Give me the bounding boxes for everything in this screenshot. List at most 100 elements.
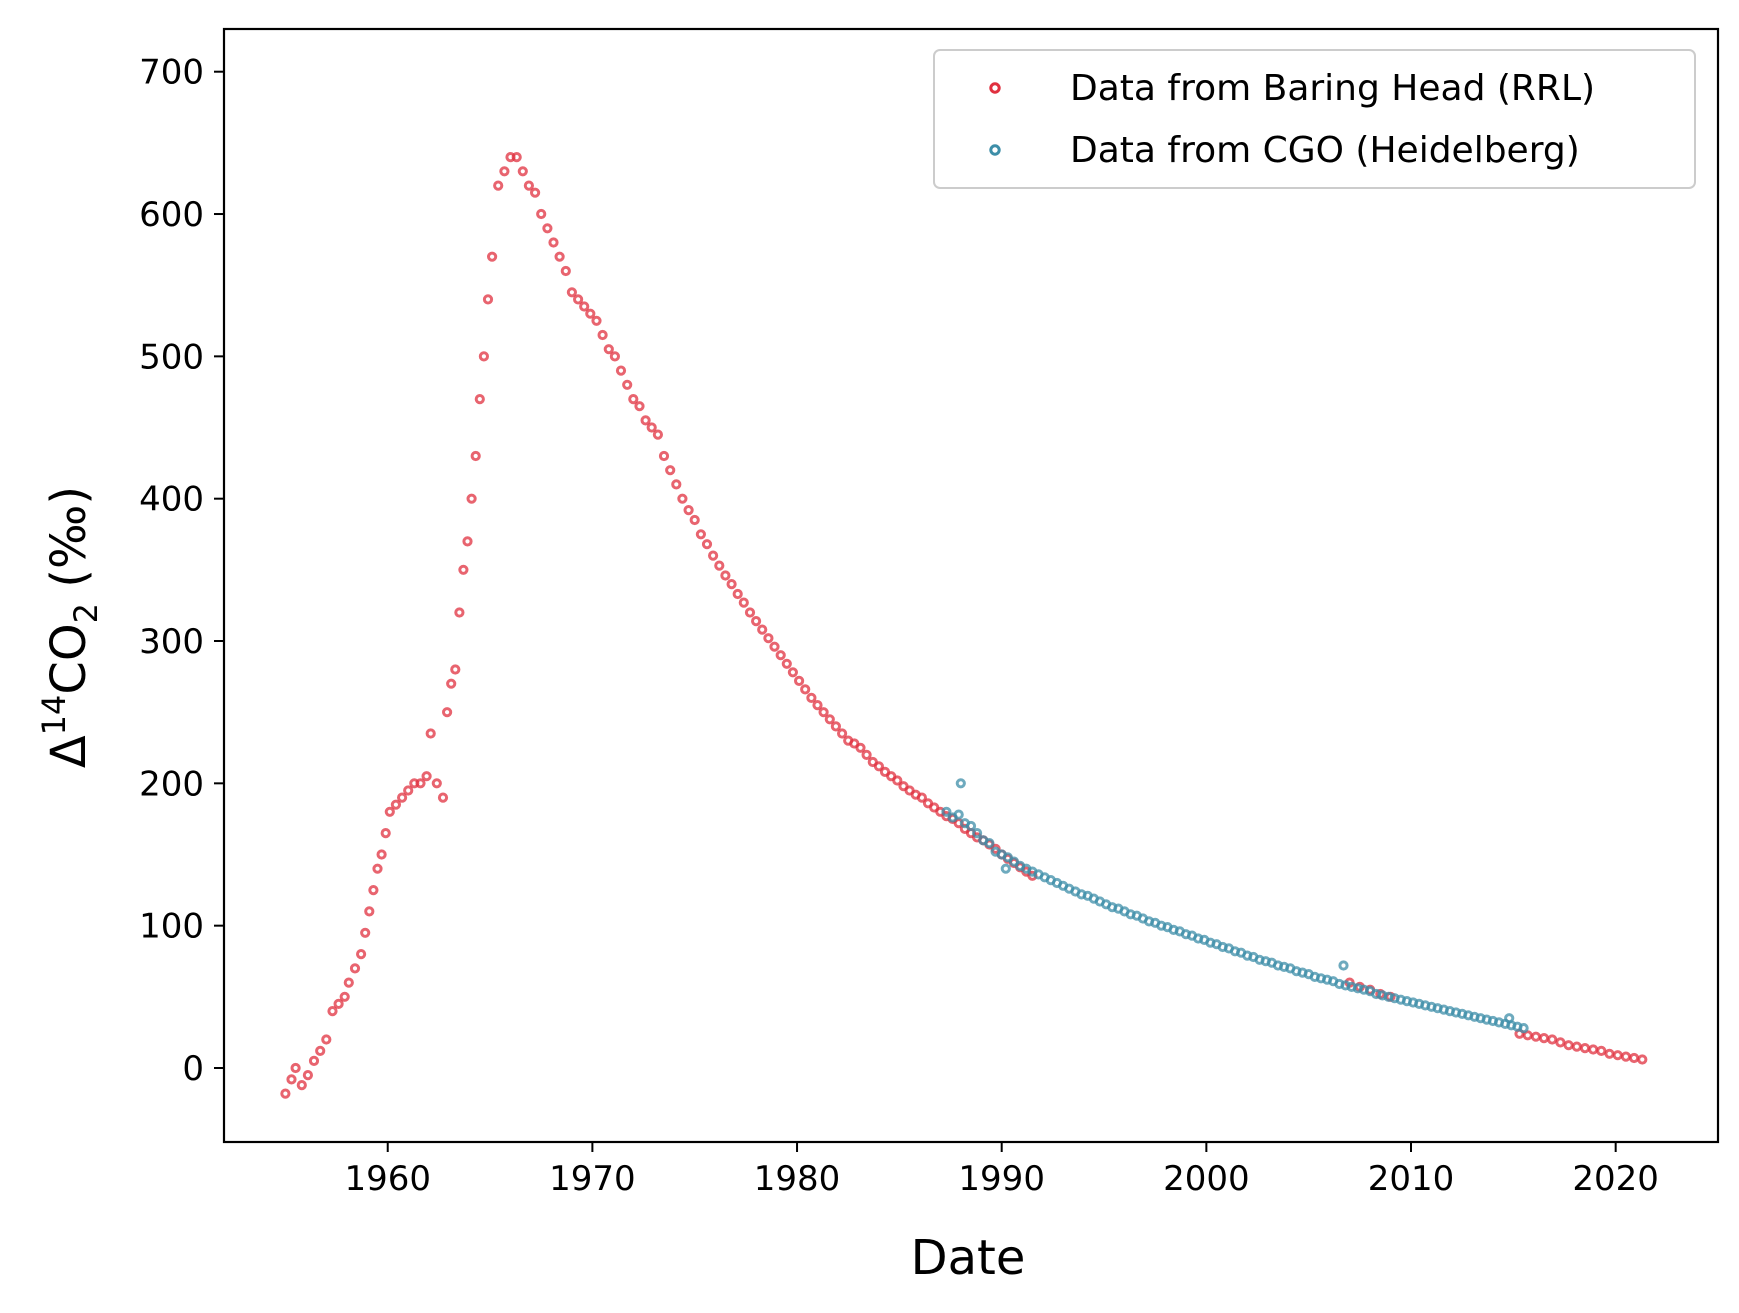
data-point [640, 415, 651, 426]
data-point [315, 1045, 326, 1057]
data-point [442, 707, 453, 718]
data-point [714, 560, 725, 571]
data-point [1538, 1033, 1550, 1044]
y-tick-label: 100 [139, 907, 204, 947]
x-tick-label: 2020 [1572, 1159, 1659, 1199]
data-point [726, 579, 737, 590]
x-tick-label: 1970 [549, 1159, 636, 1199]
data-point [775, 650, 786, 661]
data-point [597, 329, 608, 341]
data-point [953, 809, 964, 820]
data-point [873, 761, 885, 772]
legend-box [933, 49, 1696, 189]
data-point [965, 820, 977, 832]
data-point [343, 977, 354, 988]
y-axis-title-subscript: 2 [67, 603, 105, 623]
legend-marker-baring-head [989, 82, 1001, 94]
data-point [794, 675, 805, 687]
data-point [984, 838, 995, 849]
data-point [609, 351, 621, 362]
data-point [732, 588, 743, 600]
data-point [781, 658, 792, 669]
data-point [511, 152, 522, 163]
y-axis-title-prefix: Δ [41, 735, 97, 768]
data-point [812, 700, 823, 711]
data-point [458, 564, 469, 575]
data-point [466, 493, 477, 504]
x-tick-label: 1960 [344, 1159, 431, 1199]
data-point [384, 806, 395, 817]
data-point [462, 536, 473, 547]
data-point [364, 906, 375, 917]
data-point [585, 308, 596, 319]
data-point [536, 208, 547, 220]
data-point [454, 607, 465, 618]
data-point [339, 991, 350, 1002]
data-point [380, 828, 391, 839]
data-point [806, 692, 817, 704]
y-tick-label: 0 [182, 1049, 204, 1089]
data-point [652, 429, 664, 440]
data-point [671, 479, 682, 490]
data-point [360, 927, 371, 938]
data-point [800, 684, 811, 695]
data-point [327, 1006, 338, 1017]
x-axis-title: Date [911, 1230, 1026, 1286]
data-point [665, 465, 676, 476]
series-1 [941, 778, 1529, 1034]
y-axis-title-superscript: 14 [35, 695, 73, 736]
data-point [421, 771, 432, 782]
data-point [1571, 1041, 1582, 1052]
data-point [1000, 863, 1011, 874]
data-point [403, 785, 414, 796]
data-point [622, 379, 633, 390]
data-point [474, 394, 485, 405]
legend-label-baring-head: Data from Baring Head (RRL) [1070, 68, 1595, 109]
x-tick-label: 1980 [754, 1159, 841, 1199]
data-point [349, 963, 361, 974]
data-point [554, 251, 565, 262]
x-tick-label: 1990 [958, 1159, 1045, 1199]
data-point [634, 401, 645, 412]
data-point [603, 344, 614, 355]
data-point [425, 728, 436, 739]
data-point [837, 728, 848, 739]
data-point [286, 1074, 297, 1085]
data-point [1338, 960, 1349, 971]
data-point [1604, 1048, 1615, 1059]
data-point [941, 806, 952, 817]
data-point [566, 287, 578, 298]
data-point [689, 514, 700, 526]
data-point [615, 365, 627, 376]
x-tick-label: 2000 [1163, 1159, 1250, 1199]
y-axis-title-main: CO [41, 623, 97, 694]
data-point [683, 505, 694, 516]
data-point [591, 315, 602, 326]
data-point [892, 775, 903, 786]
data-point [677, 493, 688, 504]
data-point [708, 550, 719, 561]
data-point [321, 1034, 332, 1045]
data-point [280, 1088, 291, 1099]
data-point [487, 251, 498, 262]
data-point [855, 742, 866, 753]
data-point [376, 849, 387, 860]
data-point [431, 778, 442, 789]
data-point [658, 450, 670, 462]
data-point [1596, 1045, 1607, 1057]
data-point [1530, 1031, 1542, 1042]
y-tick-label: 500 [139, 337, 204, 377]
data-point [415, 778, 426, 789]
x-axis: 1960 1970 1980 1990 2000 2010 2020 [344, 1142, 1659, 1199]
data-point [955, 778, 966, 789]
data-point [296, 1080, 307, 1091]
data-point [390, 799, 401, 810]
y-tick-label: 700 [139, 53, 204, 93]
y-axis-title: Δ14CO2 (‰) [35, 486, 105, 768]
y-axis: 0 100 200 300 400 500 600 700 [139, 53, 224, 1089]
data-point [548, 237, 559, 248]
plot-marks [280, 152, 1648, 1099]
y-tick-label: 200 [139, 764, 204, 804]
data-point [470, 450, 481, 462]
data-point [482, 294, 494, 305]
